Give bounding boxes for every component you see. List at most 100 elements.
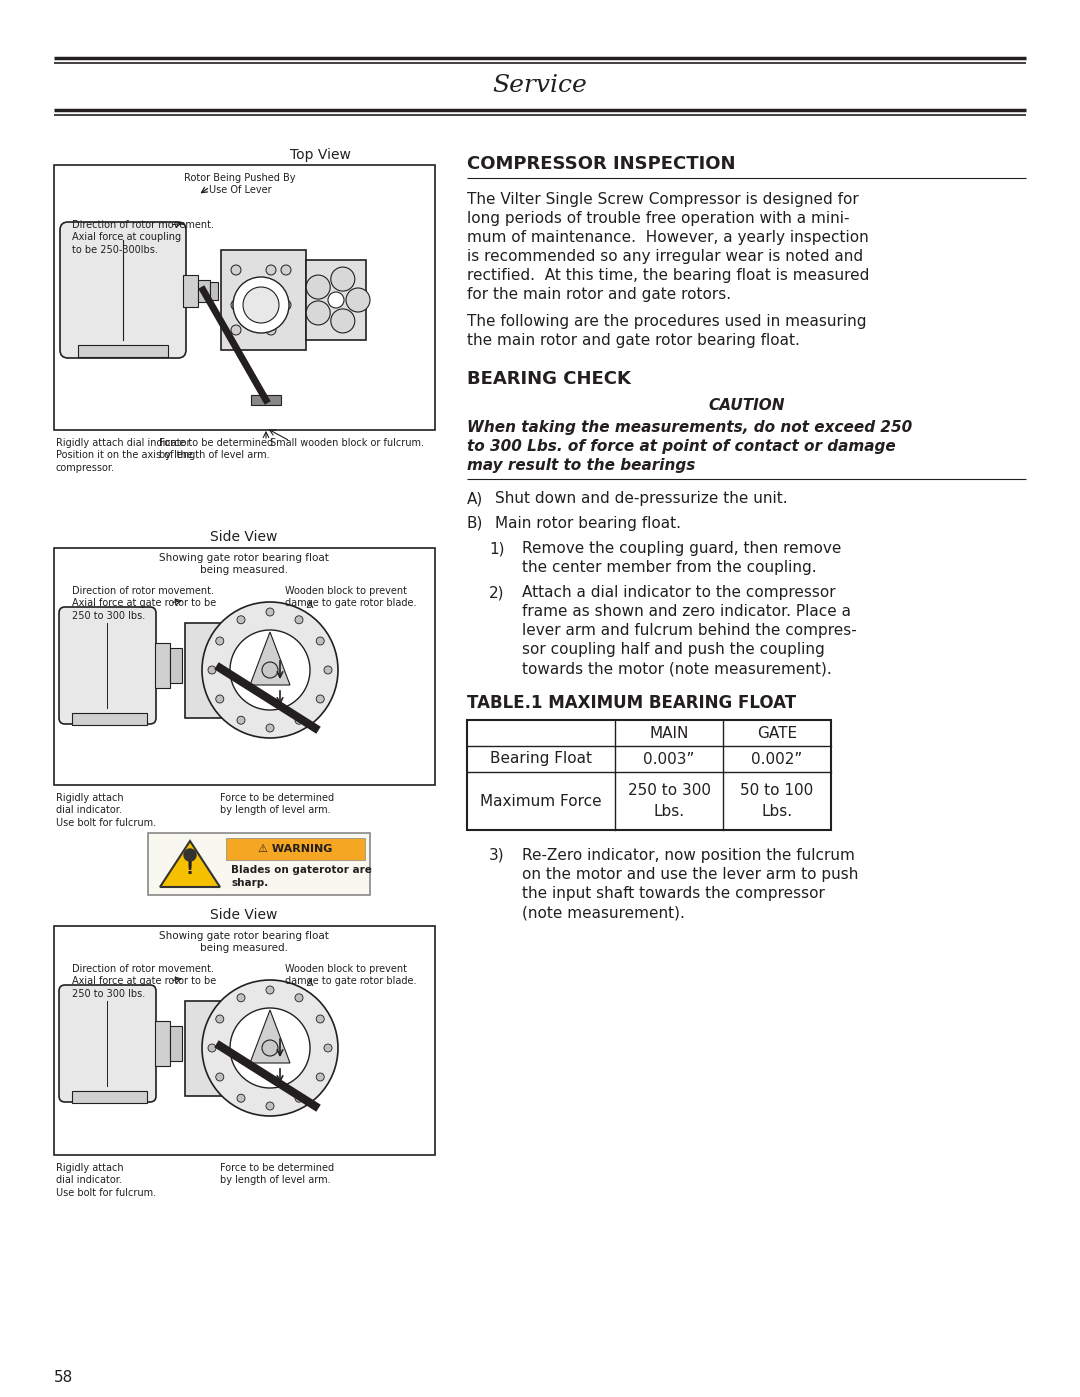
Text: !: ! bbox=[186, 861, 194, 877]
Circle shape bbox=[262, 1039, 278, 1056]
Text: 250 to 300
Lbs.: 250 to 300 Lbs. bbox=[627, 782, 711, 819]
Text: Rigidly attach dial indicator.
Position it on the axis of the
compressor.: Rigidly attach dial indicator. Position … bbox=[56, 439, 192, 472]
Bar bbox=[198, 279, 210, 302]
Text: Shut down and de-pressurize the unit.: Shut down and de-pressurize the unit. bbox=[495, 490, 787, 506]
Text: 0.002”: 0.002” bbox=[752, 752, 802, 767]
Circle shape bbox=[281, 265, 291, 275]
Text: A): A) bbox=[467, 490, 483, 506]
Circle shape bbox=[230, 630, 310, 710]
Polygon shape bbox=[249, 1010, 291, 1063]
Bar bbox=[156, 1021, 170, 1066]
Bar bbox=[54, 165, 435, 430]
Text: Showing gate rotor bearing float
being measured.: Showing gate rotor bearing float being m… bbox=[159, 553, 329, 576]
Text: Force to be determined
by length of level arm.: Force to be determined by length of leve… bbox=[159, 439, 273, 461]
Bar bbox=[210, 282, 218, 300]
Text: Direction of rotor movement.
Axial force at gate rotor to be
250 to 300 lbs.: Direction of rotor movement. Axial force… bbox=[72, 585, 216, 620]
Circle shape bbox=[316, 637, 324, 645]
FancyBboxPatch shape bbox=[60, 222, 186, 358]
Text: is recommended so any irregular wear is noted and: is recommended so any irregular wear is … bbox=[467, 249, 863, 264]
Text: lever arm and fulcrum behind the compres-: lever arm and fulcrum behind the compres… bbox=[522, 623, 856, 638]
Bar bbox=[185, 623, 260, 718]
Circle shape bbox=[231, 300, 241, 310]
FancyBboxPatch shape bbox=[59, 985, 156, 1102]
Circle shape bbox=[330, 267, 355, 291]
Circle shape bbox=[202, 981, 338, 1116]
Text: the main rotor and gate rotor bearing float.: the main rotor and gate rotor bearing fl… bbox=[467, 332, 800, 348]
Circle shape bbox=[231, 265, 241, 275]
Text: Top View: Top View bbox=[289, 148, 350, 162]
Bar bbox=[156, 643, 170, 687]
Text: COMPRESSOR INSPECTION: COMPRESSOR INSPECTION bbox=[467, 155, 735, 173]
Circle shape bbox=[266, 1102, 274, 1111]
Text: ⚠ WARNING: ⚠ WARNING bbox=[258, 844, 333, 854]
Text: Rigidly attach
dial indicator.
Use bolt for fulcrum.: Rigidly attach dial indicator. Use bolt … bbox=[56, 793, 157, 828]
Circle shape bbox=[266, 724, 274, 732]
Bar bbox=[170, 648, 183, 683]
Circle shape bbox=[237, 1094, 245, 1102]
Text: Rotor Being Pushed By
Use Of Lever: Rotor Being Pushed By Use Of Lever bbox=[185, 173, 296, 196]
Text: 50 to 100
Lbs.: 50 to 100 Lbs. bbox=[741, 782, 813, 819]
Text: BEARING CHECK: BEARING CHECK bbox=[467, 370, 631, 388]
Bar bbox=[467, 719, 831, 830]
Circle shape bbox=[324, 1044, 332, 1052]
Text: Showing gate rotor bearing float
being measured.: Showing gate rotor bearing float being m… bbox=[159, 930, 329, 953]
Circle shape bbox=[216, 637, 224, 645]
Bar bbox=[183, 275, 198, 307]
Circle shape bbox=[328, 292, 345, 307]
Text: GATE: GATE bbox=[757, 725, 797, 740]
Text: The Vilter Single Screw Compressor is designed for: The Vilter Single Screw Compressor is de… bbox=[467, 191, 859, 207]
Text: Small wooden block or fulcrum.: Small wooden block or fulcrum. bbox=[270, 439, 424, 448]
Circle shape bbox=[231, 326, 241, 335]
Circle shape bbox=[266, 986, 274, 995]
Circle shape bbox=[237, 993, 245, 1002]
Circle shape bbox=[208, 1044, 216, 1052]
Text: rectified.  At this time, the bearing float is measured: rectified. At this time, the bearing flo… bbox=[467, 268, 869, 284]
Circle shape bbox=[281, 300, 291, 310]
Text: 58: 58 bbox=[54, 1370, 73, 1384]
Text: Main rotor bearing float.: Main rotor bearing float. bbox=[495, 515, 681, 531]
Polygon shape bbox=[249, 631, 291, 685]
Text: the input shaft towards the compressor: the input shaft towards the compressor bbox=[522, 886, 825, 901]
Circle shape bbox=[208, 666, 216, 673]
Text: sor coupling half and push the coupling: sor coupling half and push the coupling bbox=[522, 643, 825, 657]
Circle shape bbox=[324, 666, 332, 673]
Text: Side View: Side View bbox=[211, 529, 278, 543]
Text: Force to be determined
by length of level arm.: Force to be determined by length of leve… bbox=[220, 793, 334, 816]
Text: mum of maintenance.  However, a yearly inspection: mum of maintenance. However, a yearly in… bbox=[467, 231, 868, 244]
Circle shape bbox=[307, 300, 330, 326]
Text: Direction of rotor movement.
Axial force at gate rotor to be
250 to 300 lbs.: Direction of rotor movement. Axial force… bbox=[72, 964, 216, 999]
Bar bbox=[54, 926, 435, 1155]
Bar bbox=[54, 548, 435, 785]
Circle shape bbox=[216, 1073, 224, 1081]
Circle shape bbox=[266, 300, 276, 310]
Text: Force to be determined
by length of level arm.: Force to be determined by length of leve… bbox=[220, 1162, 334, 1186]
Text: Remove the coupling guard, then remove: Remove the coupling guard, then remove bbox=[522, 541, 841, 556]
Text: 3): 3) bbox=[489, 848, 504, 863]
Bar bbox=[306, 260, 366, 339]
Text: The following are the procedures used in measuring: The following are the procedures used in… bbox=[467, 314, 866, 330]
Bar bbox=[72, 712, 147, 725]
Text: towards the motor (note measurement).: towards the motor (note measurement). bbox=[522, 661, 832, 676]
Text: When taking the measurements, do not exceed 250: When taking the measurements, do not exc… bbox=[467, 420, 913, 434]
Circle shape bbox=[330, 309, 355, 332]
Text: Maximum Force: Maximum Force bbox=[481, 793, 602, 809]
Text: Side View: Side View bbox=[211, 908, 278, 922]
Text: for the main rotor and gate rotors.: for the main rotor and gate rotors. bbox=[467, 286, 731, 302]
Polygon shape bbox=[160, 841, 220, 887]
Circle shape bbox=[295, 993, 303, 1002]
Text: may result to the bearings: may result to the bearings bbox=[467, 458, 696, 474]
Circle shape bbox=[233, 277, 289, 332]
Bar bbox=[78, 345, 168, 358]
Text: MAIN: MAIN bbox=[649, 725, 689, 740]
Text: CAUTION: CAUTION bbox=[708, 398, 785, 414]
Circle shape bbox=[346, 288, 370, 312]
Circle shape bbox=[266, 326, 276, 335]
Text: (note measurement).: (note measurement). bbox=[522, 905, 685, 921]
Text: Service: Service bbox=[492, 74, 588, 96]
Text: Wooden block to prevent
damge to gate rotor blade.: Wooden block to prevent damge to gate ro… bbox=[285, 585, 417, 609]
Circle shape bbox=[216, 1016, 224, 1023]
Bar bbox=[148, 833, 370, 895]
Circle shape bbox=[316, 1016, 324, 1023]
Circle shape bbox=[307, 275, 330, 299]
Text: 2): 2) bbox=[489, 585, 504, 599]
